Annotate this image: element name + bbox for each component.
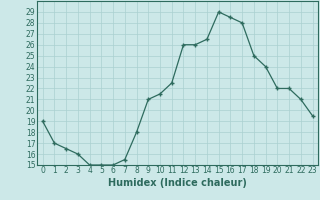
X-axis label: Humidex (Indice chaleur): Humidex (Indice chaleur) xyxy=(108,178,247,188)
